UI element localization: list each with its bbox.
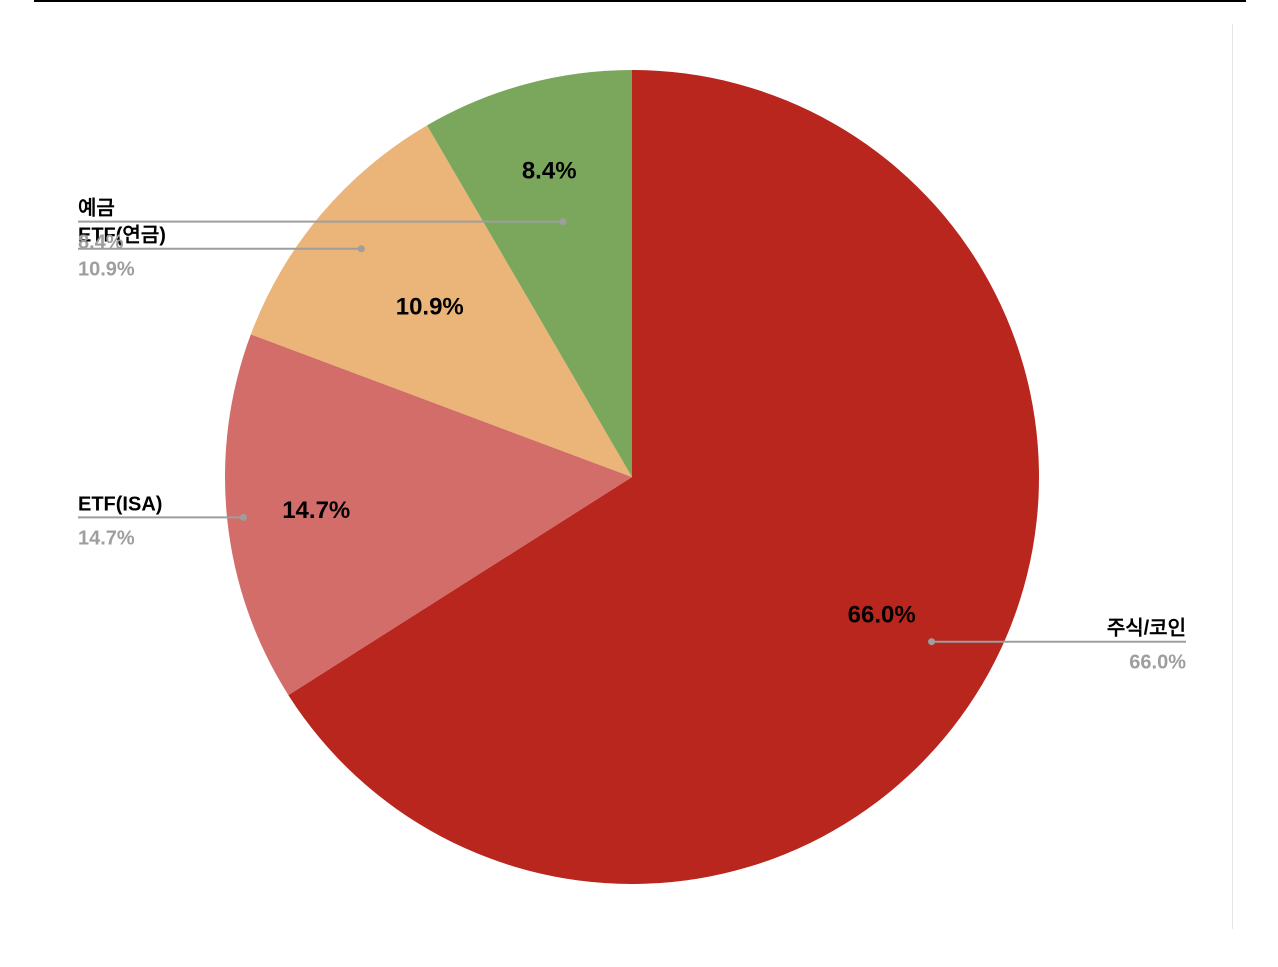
slice-3 <box>250 125 632 477</box>
slice-4-callout-name: 예금 <box>78 197 115 220</box>
top-border <box>34 0 1246 2</box>
slice-2 <box>225 334 632 696</box>
slice-1-callout-name: 주식/코인 <box>1107 617 1186 640</box>
slice-3-callout-percent: 10.9% <box>78 259 135 281</box>
slice-2-callout-name: ETF(ISA) <box>78 493 162 515</box>
slice-1 <box>288 70 1039 885</box>
slice-4 <box>427 70 632 477</box>
slice-3-callout-name: ETF(연금) <box>78 224 166 247</box>
pie-slices <box>225 70 1039 885</box>
right-border <box>1232 24 1233 929</box>
slice-value-labels: 66.0% 14.7% 10.9% 8.4% <box>282 158 915 629</box>
slice-1-value-label: 66.0% <box>848 601 916 628</box>
slice-1-callout-percent: 66.0% <box>1129 652 1186 674</box>
slice-4-value-label: 8.4% <box>522 158 577 185</box>
callout-labels: 주식/코인 66.0% ETF(ISA) 14.7% ETF(연금) 10.9% 예금 8.4… <box>78 197 1186 674</box>
slice-3-value-label: 10.9% <box>396 293 464 320</box>
slice-4-callout-percent: 8.4% <box>78 232 124 254</box>
slice-2-value-label: 14.7% <box>282 497 350 524</box>
slice-2-callout-percent: 14.7% <box>78 527 135 549</box>
